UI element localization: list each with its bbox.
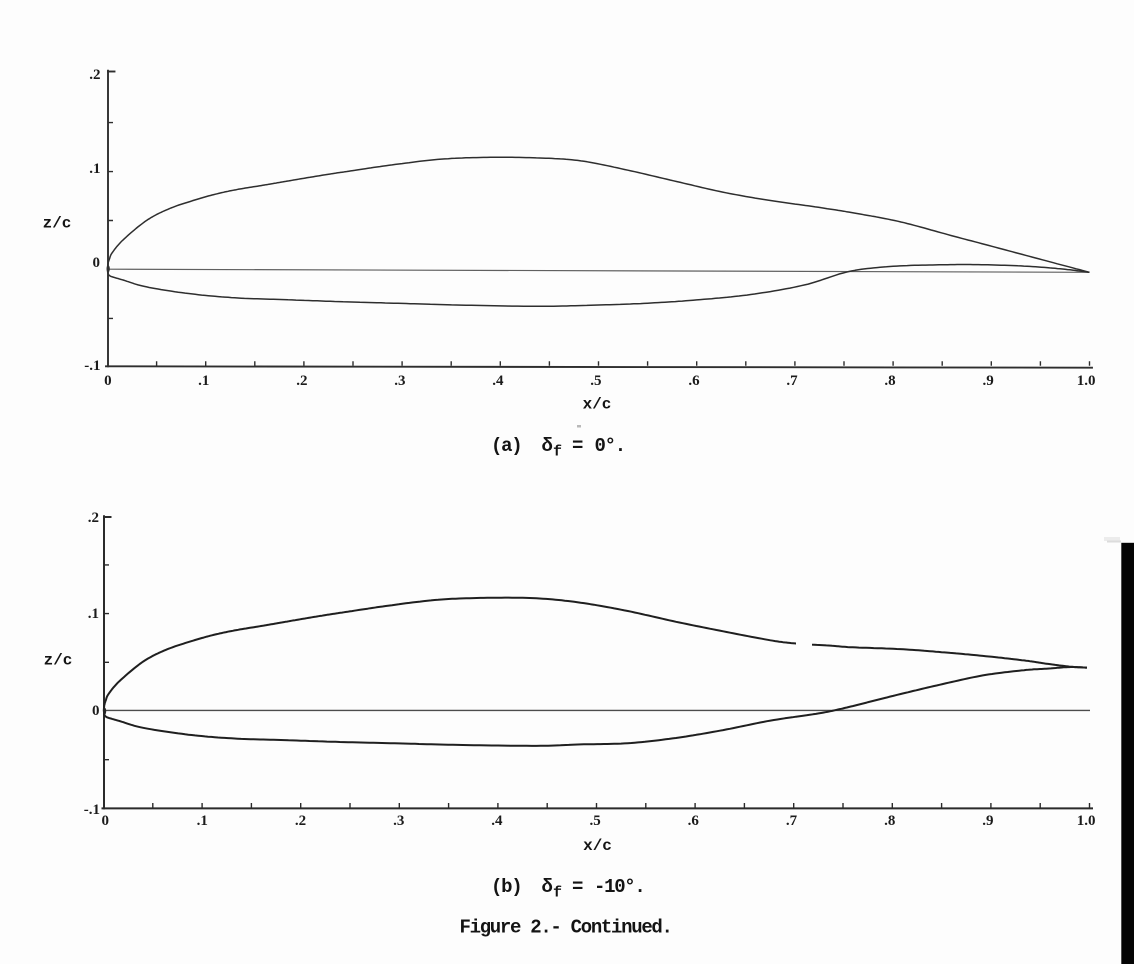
- svg-text:.6: .6: [688, 373, 700, 389]
- svg-text:.3: .3: [393, 813, 404, 829]
- svg-text:.8: .8: [884, 373, 895, 389]
- svg-text:0: 0: [92, 703, 100, 719]
- svg-text:1.0: 1.0: [1077, 813, 1096, 829]
- svg-text:x/c: x/c: [583, 396, 612, 414]
- svg-text:.5: .5: [589, 813, 600, 829]
- svg-text:.9: .9: [982, 813, 993, 829]
- svg-text:0: 0: [101, 813, 109, 829]
- svg-text:.7: .7: [786, 813, 798, 829]
- svg-text:.6: .6: [688, 813, 700, 829]
- svg-text:.1: .1: [88, 606, 99, 622]
- svg-text:.2: .2: [88, 510, 99, 526]
- svg-text:.7: .7: [786, 373, 798, 389]
- svg-text:x/c: x/c: [583, 837, 612, 855]
- svg-text:-.1: -.1: [84, 358, 100, 374]
- svg-text:.2: .2: [295, 813, 306, 829]
- svg-text:0: 0: [93, 255, 101, 271]
- svg-text:δ: δ: [542, 876, 553, 898]
- svg-text:.2: .2: [296, 373, 307, 389]
- svg-text:.1: .1: [89, 161, 100, 177]
- svg-text:1.0: 1.0: [1077, 373, 1096, 389]
- svg-text:z/c: z/c: [43, 215, 72, 233]
- svg-text:δ: δ: [542, 435, 553, 457]
- svg-text:.1: .1: [197, 813, 208, 829]
- svg-text:.2: .2: [89, 67, 100, 83]
- svg-text:f: f: [553, 885, 562, 902]
- svg-text:z/c: z/c: [44, 652, 73, 670]
- svg-text:.4: .4: [492, 373, 504, 389]
- svg-text:(a): (a): [491, 435, 521, 457]
- svg-text:(b): (b): [491, 876, 521, 898]
- svg-text:.4: .4: [491, 813, 503, 829]
- svg-text:.8: .8: [884, 813, 895, 829]
- svg-text:-10°.: -10°.: [594, 876, 645, 898]
- svg-text:=: =: [572, 435, 583, 457]
- svg-text:f: f: [553, 444, 562, 461]
- svg-text:=: =: [572, 876, 583, 898]
- svg-text:-.1: -.1: [84, 802, 100, 818]
- svg-text:0°.: 0°.: [595, 435, 625, 457]
- svg-text:Figure 2.- Continued.: Figure 2.- Continued.: [460, 917, 672, 939]
- svg-text:.5: .5: [590, 373, 601, 389]
- svg-text:.9: .9: [982, 373, 993, 389]
- svg-text:.3: .3: [394, 373, 405, 389]
- svg-text:0: 0: [104, 373, 112, 389]
- svg-text:.1: .1: [198, 373, 209, 389]
